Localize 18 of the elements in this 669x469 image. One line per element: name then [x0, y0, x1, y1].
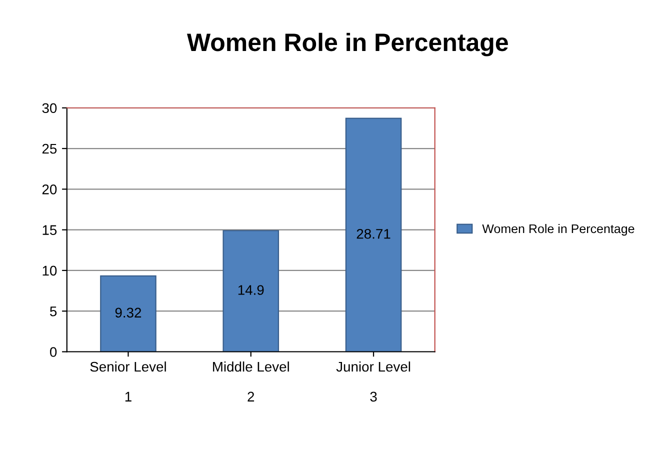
legend-label: Women Role in Percentage — [482, 224, 634, 236]
chart-title: Women Role in Percentage — [186, 32, 508, 56]
data-label: 9.32 — [115, 308, 142, 318]
category-label: Junior Level 3 — [336, 361, 410, 402]
y-tick-label: 15 — [42, 225, 57, 235]
data-label: 28.71 — [356, 228, 390, 239]
bar — [100, 275, 156, 352]
y-tick-label: 0 — [50, 347, 57, 357]
category-label: Middle Level 2 — [213, 361, 289, 402]
bar — [345, 118, 402, 352]
y-tick-label: 20 — [42, 184, 57, 194]
y-tick-label: 10 — [42, 266, 57, 276]
category-label: Senior Level 1 — [90, 361, 166, 402]
bar — [222, 230, 280, 352]
y-tick-label: 5 — [50, 306, 57, 316]
y-tick-label: 30 — [42, 103, 57, 114]
data-label: 14.9 — [238, 285, 264, 295]
y-tick-label: 25 — [42, 144, 57, 154]
